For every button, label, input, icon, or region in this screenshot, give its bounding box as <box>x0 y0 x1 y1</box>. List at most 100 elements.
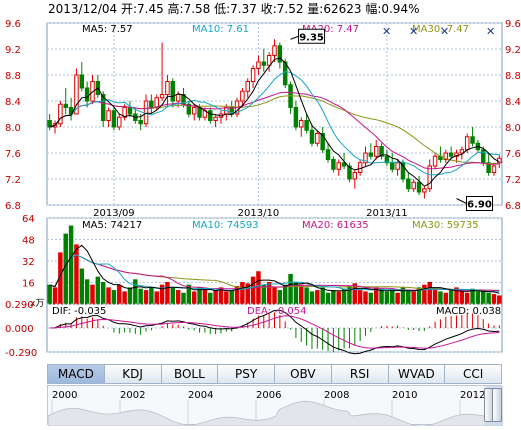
timeline-year-label: 2004 <box>188 390 213 401</box>
x-mark-icon: ✕ <box>440 25 449 38</box>
volume-bar <box>170 287 176 305</box>
volume-bar <box>411 291 416 305</box>
timeline-handle-icon[interactable] <box>492 388 502 422</box>
volume-legend-ma20: MA20: 61635 <box>302 220 369 231</box>
candle-body <box>47 120 52 128</box>
volume-bar <box>224 291 229 305</box>
candle-body <box>443 152 449 160</box>
tab-cci[interactable]: CCI <box>445 365 501 383</box>
candle-body <box>347 165 352 180</box>
volume-bar <box>475 291 481 305</box>
volume-bar <box>47 284 52 305</box>
volume-bar <box>357 290 363 305</box>
tab-wvad[interactable]: WVAD <box>388 365 446 383</box>
candle-body <box>240 90 245 102</box>
volume-bar <box>459 291 465 305</box>
candle-body <box>454 152 459 157</box>
y-tick-label: 9.2 <box>5 45 21 56</box>
y-tick-label-right: 7.2 <box>505 175 521 186</box>
volume-bar <box>470 288 475 305</box>
macd-legend-dif: DIF: -0.035 <box>52 306 106 317</box>
volume-bar <box>336 291 341 305</box>
volume-bar <box>299 284 304 305</box>
volume-bar <box>100 282 106 305</box>
volume-bar <box>266 282 272 305</box>
y-tick-label-right: 8.0 <box>505 123 521 134</box>
volume-bar <box>154 291 159 305</box>
volume-bar <box>464 292 470 305</box>
candle-body <box>186 103 192 115</box>
candle-body <box>406 178 411 190</box>
x-mark-icon: ✕ <box>486 25 495 38</box>
candle-body <box>170 81 176 102</box>
volume-bar <box>390 290 395 305</box>
candle-body <box>256 61 261 69</box>
tab-boll[interactable]: BOLL <box>161 365 219 383</box>
indicator-tabs: MACD KDJ BOLL PSY OBV RSI WVAD CCI <box>47 364 502 384</box>
candle-body <box>143 100 149 125</box>
tab-obv[interactable]: OBV <box>275 365 332 383</box>
candle-body <box>208 110 213 121</box>
annotation-box <box>298 28 326 44</box>
candle-body <box>159 94 165 99</box>
candle-body <box>191 107 197 115</box>
volume-unit-label: x万 <box>30 299 44 309</box>
price-legend-ma10: MA10: 7.61 <box>192 24 249 35</box>
candle-body <box>491 165 497 173</box>
candle-body <box>422 188 427 193</box>
tab-kdj[interactable]: KDJ <box>104 365 162 383</box>
candle-body <box>400 162 406 180</box>
volume-y-tick-label: 16 <box>22 279 35 290</box>
volume-bar <box>159 284 165 305</box>
volume-y-tick-label: 48 <box>22 236 35 247</box>
tab-macd[interactable]: MACD <box>48 365 105 383</box>
volume-bar <box>68 225 74 305</box>
candle-body <box>197 107 202 118</box>
candle-body <box>149 100 154 108</box>
volume-bar <box>95 276 101 305</box>
volume-bar <box>443 292 449 305</box>
volume-bar <box>309 291 315 305</box>
candle-body <box>261 61 267 66</box>
tab-rsi[interactable]: RSI <box>331 365 389 383</box>
candle-body <box>245 81 250 92</box>
candle-body <box>111 110 117 128</box>
y-tick-label: 8.8 <box>5 71 21 82</box>
y-tick-label: 7.2 <box>5 175 21 186</box>
volume-bar <box>175 290 181 305</box>
volume-bar <box>149 287 154 305</box>
annotation-leader <box>456 198 467 204</box>
macd-legend-macd: MACD: 0.038 <box>436 306 501 317</box>
candle-body <box>165 81 170 95</box>
volume-bar <box>400 287 406 305</box>
volume-bar <box>384 291 390 305</box>
volume-bar <box>432 290 438 305</box>
macd-dif-line <box>49 309 500 355</box>
candle-body <box>138 120 143 125</box>
y-tick-label-right: 8.8 <box>505 71 521 82</box>
volume-bar <box>438 291 443 305</box>
volume-bar <box>427 282 432 305</box>
tab-psy[interactable]: PSY <box>218 365 275 383</box>
macd-dea-line <box>49 315 500 349</box>
y-tick-label: 9.6 <box>5 19 21 30</box>
timeline-navigator[interactable]: 2000 2002 2004 2006 2008 2010 2012 <box>47 385 504 427</box>
volume-bar <box>191 291 197 305</box>
annotation-label: 9.35 <box>299 32 324 43</box>
volume-bar <box>341 288 347 305</box>
volume-bar <box>133 279 138 305</box>
volume-bar <box>325 292 331 305</box>
volume-bar <box>111 290 117 305</box>
candle-body <box>416 181 422 193</box>
volume-bar <box>497 295 502 305</box>
volume-bar <box>122 291 127 305</box>
candle-body <box>84 87 90 102</box>
volume-bar <box>229 290 234 305</box>
quote-header: 2013/12/04 开:7.45 高:7.58 低:7.37 收:7.52 量… <box>48 1 419 16</box>
x-tick-label: 2013/11 <box>366 208 408 219</box>
timeline-chart: 2000 2002 2004 2006 2008 2010 2012 <box>47 386 504 427</box>
candle-body <box>175 94 181 102</box>
volume-bar <box>202 288 208 305</box>
candle-body <box>352 172 358 180</box>
